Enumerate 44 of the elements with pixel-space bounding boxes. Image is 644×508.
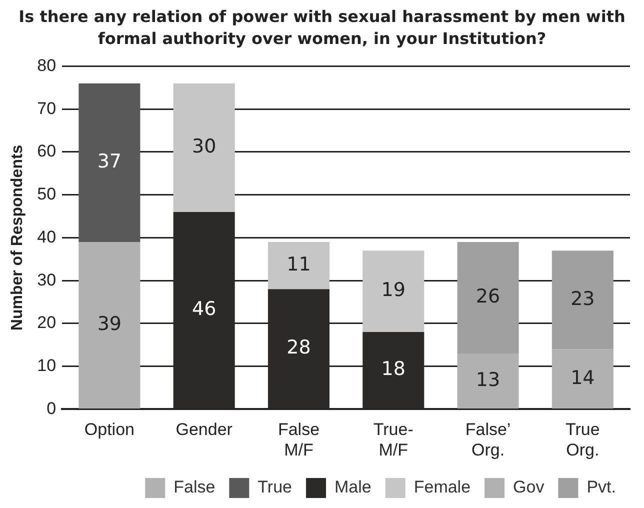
data-label: 13 [476,368,500,391]
data-label: 11 [286,254,311,276]
data-label: 19 [381,279,406,302]
data-label: 30 [192,136,216,158]
data-label: 37 [97,150,122,173]
y-axis-title: Number of Respondents [9,144,26,331]
legend-label: True [258,478,292,497]
bar [362,250,424,332]
y-tick-label: 80 [37,56,56,75]
legend-label: Male [334,478,372,497]
data-label: 18 [381,358,406,380]
y-tick-label: 50 [37,184,56,204]
bar [552,349,614,408]
bar [78,83,140,242]
y-tick-label: 30 [37,270,56,290]
x-tick-label: True Org. [566,420,600,460]
bar [552,250,614,350]
chart-title: Is there any relation of power with sexual harassment by men with formal authority over women, in your Institution? [18,6,626,50]
y-tick-label: 70 [37,98,56,118]
y-tick-label: 60 [37,142,56,161]
x-tick-label: Gender [176,420,233,440]
bar [457,353,519,408]
x-tick-label: Option [84,420,134,440]
x-tick-label: False M/F [278,420,320,460]
legend-label: False [174,478,216,497]
legend-label: Gov [513,478,545,497]
data-label: 23 [570,288,595,310]
y-tick-label: 20 [37,313,56,332]
data-label: 39 [97,313,122,336]
data-label: 46 [192,298,216,320]
legend-label: Female [414,478,471,497]
legend-label: Pvt. [586,478,616,497]
bar [457,242,519,354]
x-tick-label: True-M/F [373,420,414,460]
y-tick-label: 0 [46,398,56,418]
bar [78,242,140,408]
bar [173,83,235,212]
data-label: 26 [476,286,500,308]
data-label: 28 [286,336,311,359]
bar [268,242,330,290]
y-tick-label: 40 [37,227,56,246]
y-tick-label: 10 [37,356,56,376]
x-tick-label: False’ Org. [465,420,511,460]
data-label: 14 [570,366,595,389]
